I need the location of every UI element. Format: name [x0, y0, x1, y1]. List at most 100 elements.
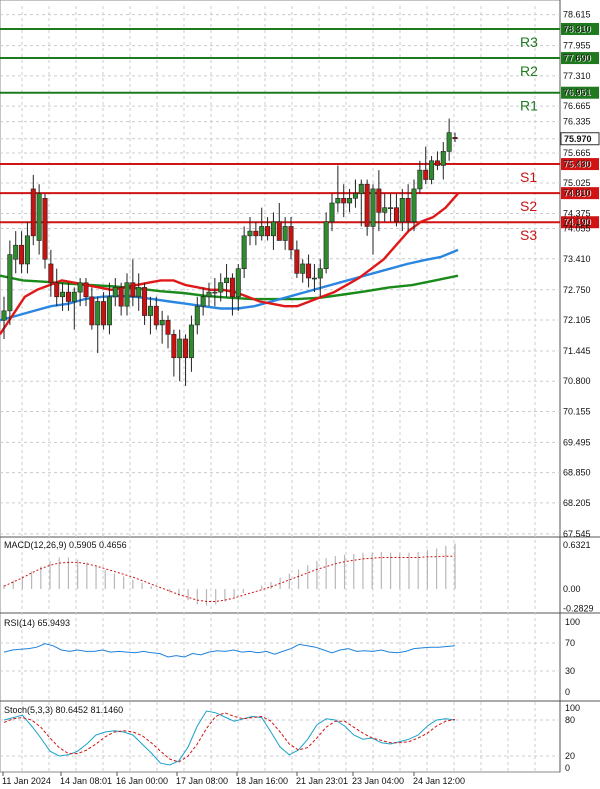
level-price-label-s2: 74.810 — [564, 189, 592, 199]
candle-body — [388, 207, 394, 209]
level-price-label-r3: 78.310 — [564, 24, 592, 34]
level-price-label-s3: 74.190 — [564, 218, 592, 228]
price-tick-label: 78.310 — [563, 24, 591, 34]
stoch-tick-label: 0 — [565, 763, 570, 773]
macd-signal-line — [3, 555, 455, 602]
time-tick-label: 23 Jan 04:00 — [352, 776, 404, 786]
level-price-box-s2 — [561, 187, 599, 200]
candle-body — [159, 319, 165, 326]
candle-body — [429, 160, 435, 180]
rsi-tick-label: 0 — [565, 687, 570, 697]
ma-fast-line — [0, 192, 459, 335]
candle-body — [212, 291, 218, 294]
time-tick-label: 18 Jan 16:00 — [236, 776, 288, 786]
candle-body — [200, 296, 206, 307]
level-price-label-r1: 76.951 — [564, 88, 592, 98]
macd-tick-label: -0.2829 — [563, 604, 594, 614]
price-tick-label: 74.190 — [563, 217, 591, 227]
price-tick-label: 77.955 — [563, 41, 591, 51]
price-tick-label: 75.430 — [563, 159, 591, 169]
rsi-line — [3, 643, 456, 658]
candle-body — [446, 132, 452, 152]
rsi-tick-label: 70 — [565, 638, 575, 648]
candle-body — [106, 296, 112, 326]
candle-body — [165, 319, 171, 335]
candle-body — [370, 188, 376, 227]
candle-body — [83, 282, 89, 298]
candle-body — [19, 244, 25, 265]
stoch-d-line — [3, 712, 456, 763]
candle-body — [130, 282, 136, 298]
price-tick-label: 73.410 — [563, 254, 591, 264]
candle-body — [300, 263, 306, 274]
stoch-tick-label: 100 — [565, 703, 580, 713]
candle-body — [235, 268, 241, 298]
current-price-label: 75.970 — [564, 134, 592, 144]
price-tick-label: 77.690 — [563, 53, 591, 63]
candle-body — [282, 226, 288, 241]
price-tick-label: 70.155 — [563, 406, 591, 416]
candle-body — [452, 137, 458, 140]
level-price-box-s1 — [561, 158, 599, 171]
macd-panel: MACD(12,26,9) 0.5905 0.4656 0.6321 0.00 -0… — [3, 540, 594, 614]
candle-body — [434, 160, 440, 166]
candle-body — [171, 334, 177, 359]
time-tick-label: 24 Jan 12:00 — [413, 776, 465, 786]
current-price-box — [560, 132, 600, 146]
candle-body — [417, 169, 423, 190]
price-tick-label: 74.810 — [563, 188, 591, 198]
candle-body — [382, 207, 388, 213]
level-price-label-r2: 77.690 — [564, 54, 592, 64]
candle-body — [224, 277, 230, 284]
candle-body — [54, 282, 60, 298]
rsi-tick-label: 30 — [565, 666, 575, 676]
candle-body — [183, 338, 189, 359]
grid — [0, 0, 600, 773]
macd-label: MACD(12,26,9) 0.5905 0.4656 — [4, 540, 127, 550]
candle-body — [323, 221, 329, 269]
price-tick-label: 75.665 — [563, 148, 591, 158]
stoch-tick-label: 80 — [565, 715, 575, 725]
stoch-label: Stoch(5,3,3) 80.6452 81.1460 — [4, 705, 123, 715]
candle-body — [341, 198, 347, 204]
candle-body — [364, 183, 370, 227]
price-tick-label: 76.335 — [563, 117, 591, 127]
candle-body — [1, 310, 7, 321]
plot-frame — [0, 0, 561, 773]
level-price-box-s3 — [561, 216, 599, 229]
candle-body — [13, 244, 19, 260]
time-axis: 11 Jan 2024 14 Jan 08:01 16 Jan 00:00 17 Ja… — [2, 772, 465, 786]
candle-body — [36, 193, 42, 241]
price-tick-label: 76.665 — [563, 101, 591, 111]
time-tick-label: 16 Jan 00:00 — [116, 776, 168, 786]
candle-body — [229, 277, 235, 298]
candle-body — [294, 249, 300, 274]
level-price-label-s1: 75.430 — [564, 160, 592, 170]
candle-body — [241, 235, 247, 269]
price-axis: 78.615 78.310 77.955 77.690 77.310 76.951 76.6… — [560, 10, 600, 539]
time-tick-label: 11 Jan 2024 — [2, 776, 51, 786]
candle-body — [177, 338, 183, 359]
level-name-r2: R2 — [520, 63, 538, 79]
level-price-box-r1 — [561, 86, 599, 99]
candle-body — [112, 287, 118, 298]
rsi-tick-label: 100 — [565, 617, 580, 627]
candle-body — [311, 277, 317, 280]
rsi-panel: RSI(14) 65.9493 100 70 30 0 — [0, 617, 580, 697]
stoch-panel: Stoch(5,3,3) 80.6452 81.1460 100 80 20 0 — [0, 703, 580, 773]
time-tick-label: 17 Jan 08:00 — [176, 776, 228, 786]
candle-body — [65, 291, 71, 302]
candle-body — [405, 198, 411, 223]
candle-body — [265, 226, 271, 237]
candle-body — [317, 268, 323, 279]
candle-body — [329, 202, 335, 223]
candle-body — [206, 291, 212, 298]
price-tick-label: 69.495 — [563, 437, 591, 447]
stoch-k-line — [3, 710, 456, 766]
candle-body — [270, 221, 276, 237]
level-name-s2: S2 — [520, 198, 537, 214]
moving-averages — [0, 192, 459, 335]
price-tick-label: 77.310 — [563, 71, 591, 81]
candle-body — [118, 287, 124, 307]
candle-body — [136, 287, 142, 298]
